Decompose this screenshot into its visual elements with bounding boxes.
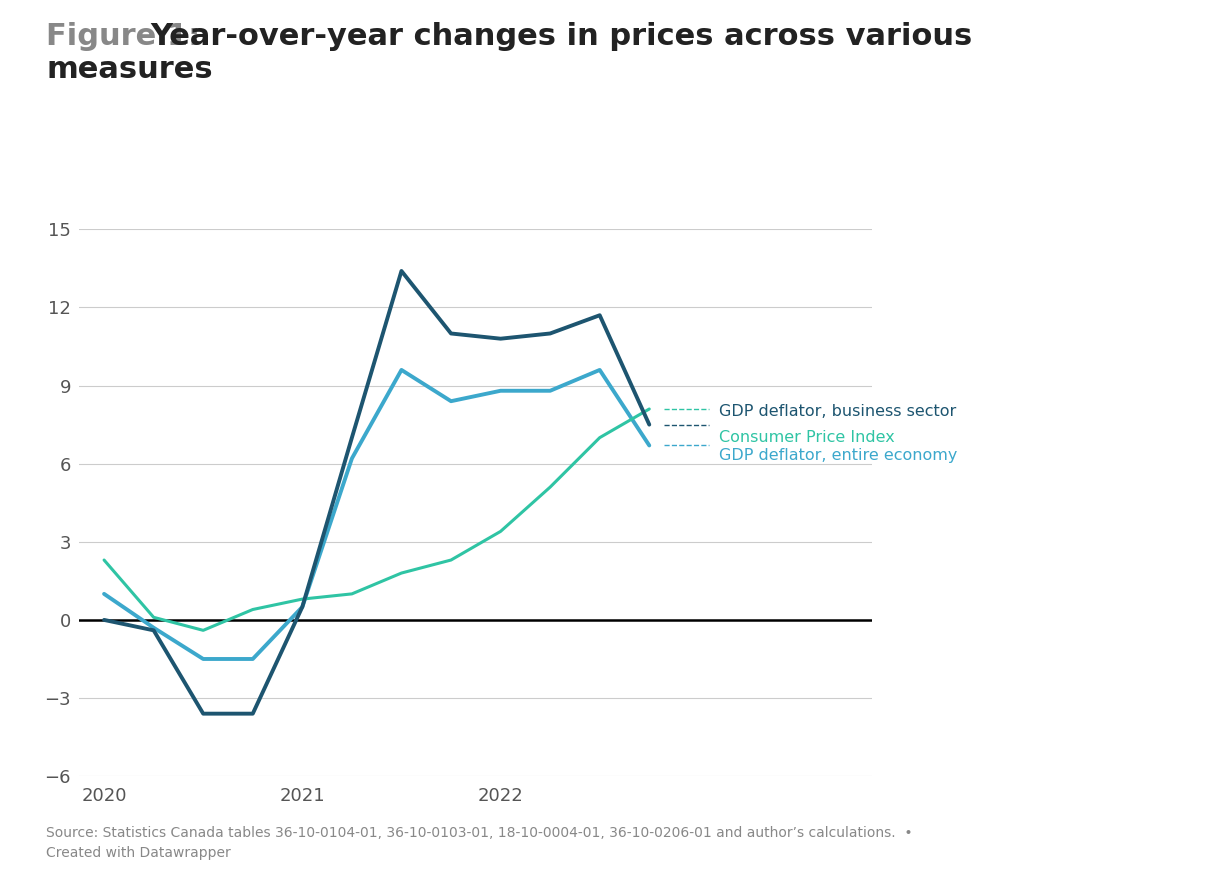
Text: measures: measures xyxy=(46,55,214,84)
Text: GDP deflator, business sector: GDP deflator, business sector xyxy=(719,404,956,419)
Text: Consumer Price Index: Consumer Price Index xyxy=(719,430,894,445)
Text: Year-over-year changes in prices across various: Year-over-year changes in prices across … xyxy=(150,22,972,51)
Text: GDP deflator, entire economy: GDP deflator, entire economy xyxy=(719,448,956,463)
Text: Source: Statistics Canada tables 36-10-0104-01, 36-10-0103-01, 18-10-0004-01, 36: Source: Statistics Canada tables 36-10-0… xyxy=(46,826,913,860)
Text: Figure 1:: Figure 1: xyxy=(46,22,211,51)
